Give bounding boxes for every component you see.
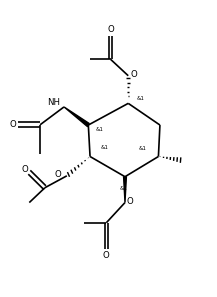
Polygon shape xyxy=(124,177,126,203)
Text: O: O xyxy=(21,165,28,174)
Text: O: O xyxy=(103,251,110,260)
Text: &1: &1 xyxy=(136,96,144,100)
Text: O: O xyxy=(126,198,133,206)
Text: &1: &1 xyxy=(100,145,108,150)
Text: NH: NH xyxy=(47,98,60,107)
Text: O: O xyxy=(107,25,114,34)
Text: &1: &1 xyxy=(119,186,127,191)
Text: O: O xyxy=(130,70,137,79)
Text: &1: &1 xyxy=(95,127,103,132)
Text: O: O xyxy=(10,120,16,129)
Text: O: O xyxy=(55,170,61,179)
Text: &1: &1 xyxy=(138,146,146,151)
Polygon shape xyxy=(64,107,89,127)
